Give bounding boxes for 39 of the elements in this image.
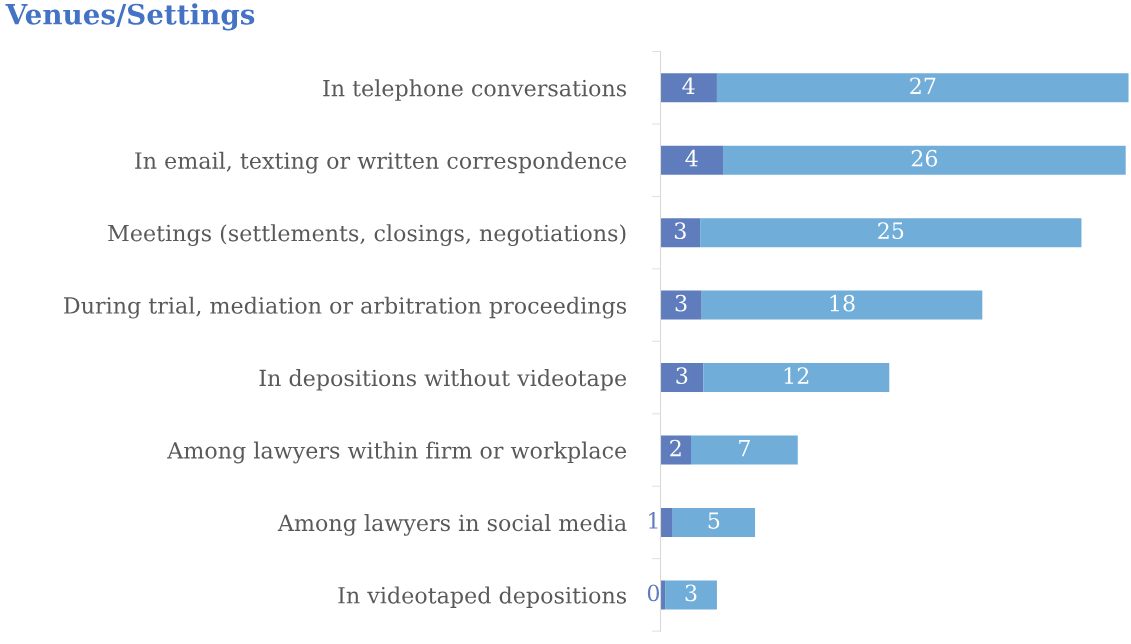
data-label: 3 <box>676 367 688 384</box>
bar <box>660 507 673 537</box>
data-label: 0 <box>647 584 660 602</box>
data-label: 12 <box>784 367 809 384</box>
y-tick-label: In email, texting or written correspondence <box>135 151 627 174</box>
bar <box>672 507 756 537</box>
data-label: 7 <box>739 439 750 457</box>
data-label: 26 <box>911 149 938 167</box>
bar <box>660 73 717 103</box>
data-label: 5 <box>708 512 720 529</box>
data-label: 27 <box>910 77 936 94</box>
data-label: 2 <box>670 439 681 457</box>
bar <box>660 145 724 175</box>
data-label: 3 <box>675 294 687 312</box>
data-label: 3 <box>685 584 697 602</box>
text: Venues/Settings <box>5 3 255 31</box>
bar <box>660 363 704 393</box>
data-label: 25 <box>878 222 904 240</box>
data-label: 1 <box>649 512 658 529</box>
bar <box>660 290 702 320</box>
y-tick-label: Meetings (settlements, closings, negotiations) <box>108 224 626 247</box>
bar <box>660 218 701 248</box>
y-tick-label: In videotaped depositions <box>338 586 627 608</box>
data-label: 18 <box>830 294 855 312</box>
y-tick-label: In depositions without videotape <box>259 369 627 391</box>
y-tick-label: Among lawyers in social media <box>277 514 627 536</box>
bar <box>700 218 1082 248</box>
y-tick-label: Among lawyers within firm or workplace <box>167 441 627 464</box>
y-tick-label: During trial, mediation or arbitration proceedings <box>64 296 627 319</box>
bar <box>703 363 890 393</box>
y-tick-label: In telephone conversations <box>323 79 627 101</box>
bar <box>665 580 717 610</box>
bar <box>701 290 983 320</box>
bar <box>691 435 798 465</box>
data-label: 4 <box>682 77 695 94</box>
data-label: 3 <box>674 222 686 240</box>
data-label: 4 <box>685 149 698 167</box>
bar <box>716 73 1129 103</box>
bar <box>723 145 1126 175</box>
